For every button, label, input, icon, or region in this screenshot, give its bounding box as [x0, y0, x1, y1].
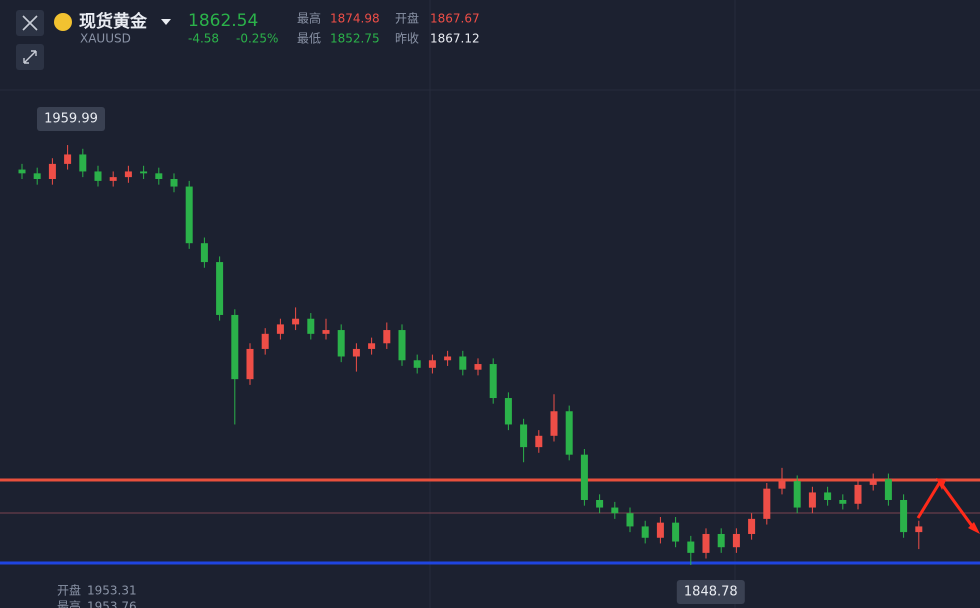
candle-body: [672, 522, 680, 542]
candle-body: [702, 533, 710, 553]
candle-body: [428, 360, 436, 368]
candle-body: [808, 492, 816, 508]
candle-body: [64, 154, 72, 164]
candle-body: [322, 330, 330, 334]
stat-label: 最低: [297, 32, 321, 46]
candle-body: [200, 243, 208, 263]
candle-body: [109, 177, 117, 181]
candle-body: [33, 173, 41, 180]
stat-value: 1874.98: [330, 12, 380, 26]
candle-body: [550, 411, 558, 436]
candle-body: [778, 481, 786, 489]
stat-label: 最高: [297, 11, 321, 26]
candle-body: [398, 330, 406, 361]
candle-body: [292, 318, 300, 325]
candle-body: [884, 479, 892, 500]
symbol: XAUUSD: [80, 32, 131, 46]
candle-body: [444, 356, 452, 361]
candle-body: [79, 154, 87, 172]
candle-body: [413, 360, 421, 368]
price-bubble-label: 1848.78: [684, 585, 738, 600]
price-bubble: [37, 107, 105, 132]
candle-body: [520, 424, 528, 448]
candle-body: [170, 179, 178, 187]
footer-value: 1953.76: [87, 600, 137, 608]
candle-body: [337, 330, 345, 357]
footer-label: 开盘: [57, 583, 81, 598]
candle-body: [915, 526, 923, 533]
arrow-head: [936, 478, 946, 490]
candle-body: [48, 163, 56, 180]
plot: 1959.99 1848.78: [0, 107, 980, 605]
stat-value: 1867.67: [430, 12, 480, 26]
candle-body: [869, 479, 877, 485]
candle-body: [352, 348, 360, 357]
stat-value: 1867.12: [430, 32, 480, 46]
candle-body: [94, 171, 102, 181]
candle-body: [580, 454, 588, 500]
change: -4.58: [188, 32, 219, 46]
candle-body: [276, 324, 284, 334]
candle-body: [854, 484, 862, 504]
dropdown-arrow[interactable]: [161, 19, 171, 25]
candle-body: [18, 169, 26, 174]
instrument-title[interactable]: 现货黄金: [79, 11, 148, 32]
candle-body: [611, 507, 619, 514]
candle-body: [824, 492, 832, 500]
candle-body: [763, 488, 771, 519]
candle-body: [839, 499, 847, 504]
candle-body: [246, 348, 254, 380]
change-pct: -0.25%: [236, 32, 278, 46]
candle-body: [626, 513, 634, 527]
stat-label: 开盘: [395, 11, 419, 26]
price-bubble: [676, 580, 745, 605]
candle-body: [140, 171, 148, 174]
arrow-head: [968, 522, 980, 534]
footer-label: 最高: [57, 599, 81, 608]
close-icon: [22, 15, 38, 31]
price: 1862.54: [188, 11, 258, 31]
candle-body: [231, 314, 239, 380]
candle-body: [656, 522, 664, 538]
candle-body: [307, 318, 315, 334]
candle-body: [504, 398, 512, 425]
candle-body: [383, 330, 391, 344]
candle-body: [748, 518, 756, 534]
candle-body: [474, 364, 482, 370]
candle-body: [124, 171, 132, 178]
candle-body: [459, 356, 467, 370]
candle-body: [185, 186, 193, 244]
stat-value: 1852.75: [330, 32, 380, 46]
footer-value: 1953.31: [87, 584, 137, 598]
price-bubble-label: 1959.99: [44, 112, 98, 127]
candle-body: [900, 499, 908, 533]
candle-body: [565, 411, 573, 455]
candle-body: [793, 481, 801, 508]
candle-body: [216, 262, 224, 315]
candle-body: [368, 343, 376, 349]
candle-body: [535, 435, 543, 448]
candle-body: [489, 364, 497, 399]
candle-body: [732, 533, 740, 548]
candle-body: [687, 541, 695, 553]
stat-label: 昨收: [395, 32, 419, 46]
candle-body: [261, 333, 269, 349]
candle-body: [596, 499, 604, 508]
candle-body: [155, 173, 163, 180]
candle-body: [717, 533, 725, 548]
candle-body: [641, 526, 649, 538]
collapse-icon: [23, 50, 37, 64]
gold-icon: [54, 13, 72, 31]
